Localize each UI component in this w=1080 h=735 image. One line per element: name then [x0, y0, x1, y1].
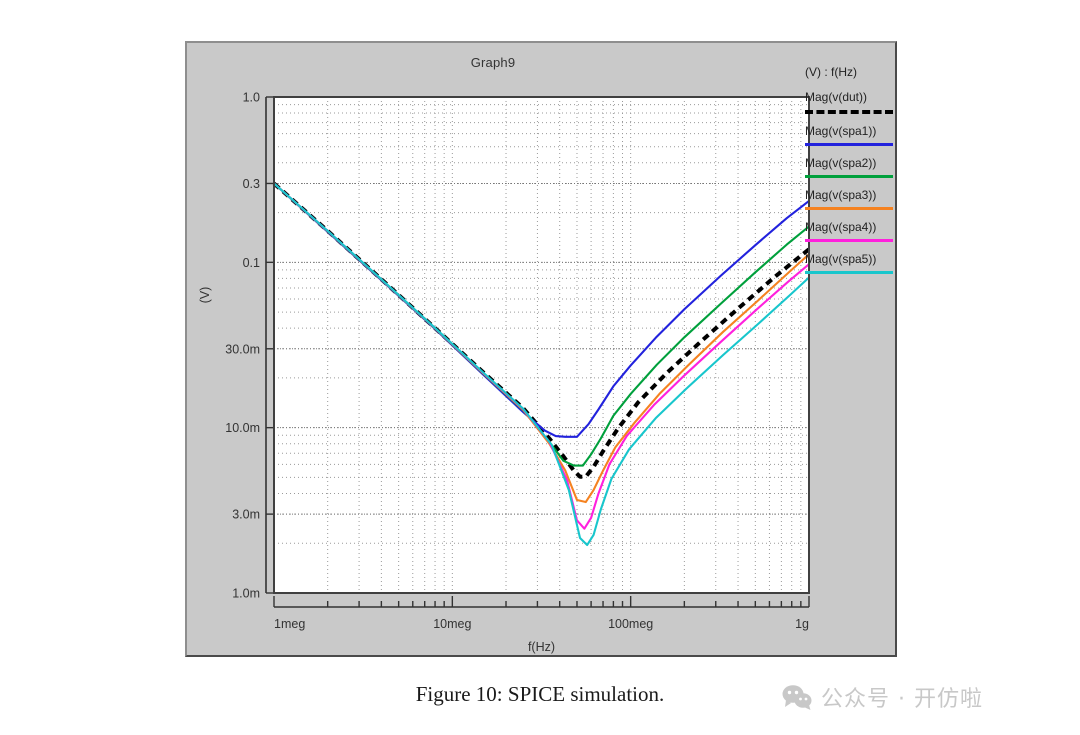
series-line-mag-v-dut-	[272, 181, 811, 479]
legend-label-spa5: Mag(v(spa5))	[805, 252, 877, 266]
legend-entry-spa1[interactable]: Mag(v(spa1))	[805, 124, 897, 146]
x-axis: 1meg 10meg 100meg 1g f(Hz)	[273, 596, 810, 654]
plot-area-background	[274, 97, 809, 593]
legend-swatch-spa3	[805, 207, 893, 210]
y-tick-label: 0.3	[243, 177, 260, 191]
legend-entry-dut[interactable]: Mag(v(dut))	[805, 90, 897, 114]
y-axis-label: (V)	[198, 287, 212, 304]
legend-swatch-spa5	[805, 271, 893, 274]
legend-swatch-spa1	[805, 143, 893, 146]
watermark-text: 公众号 · 开仿啦	[821, 687, 983, 712]
spice-plot-window: Graph9 1meg 10meg 100meg 1g f(Hz) 1.0 0.3 0.1 30…	[185, 41, 897, 657]
series-group	[272, 181, 811, 547]
y-tick-label: 10.0m	[225, 421, 260, 435]
wechat-icon	[782, 685, 812, 710]
x-tick-label: 1meg	[274, 617, 305, 631]
legend-label-spa1: Mag(v(spa1))	[805, 124, 877, 138]
y-tick-label: 3.0m	[232, 508, 260, 522]
legend-swatch-spa2	[805, 175, 893, 178]
plot-frame	[273, 96, 810, 594]
legend-label-dut: Mag(v(dut))	[805, 90, 868, 104]
chart-legend: (V) : f(Hz) Mag(v(dut)) Mag(v(spa1)) Mag…	[805, 65, 897, 284]
legend-header: (V) : f(Hz)	[805, 65, 857, 79]
series-line-mag-v-spa5-	[273, 182, 810, 547]
legend-entry-spa3[interactable]: Mag(v(spa3))	[805, 188, 897, 210]
chart-canvas: 1meg 10meg 100meg 1g f(Hz) 1.0 0.3 0.1 30.0m 10.0…	[198, 91, 811, 654]
y-tick-label: 1.0	[243, 91, 260, 105]
legend-swatch-spa4	[805, 239, 893, 242]
y-tick-label: 30.0m	[225, 342, 260, 356]
legend-label-spa4: Mag(v(spa4))	[805, 220, 877, 234]
y-axis: 1.0 0.3 0.1 30.0m 10.0m 3.0m 1.0m (V)	[198, 91, 273, 601]
x-tick-label: 100meg	[608, 617, 653, 631]
legend-entry-spa4[interactable]: Mag(v(spa4))	[805, 220, 897, 242]
graph-title: Graph9	[470, 55, 516, 70]
x-axis-label: f(Hz)	[528, 640, 555, 654]
x-tick-label: 1g	[795, 617, 809, 631]
wechat-watermark: 公众号 · 开仿啦	[782, 681, 983, 713]
y-tick-label: 1.0m	[232, 587, 260, 601]
x-tick-label: 10meg	[433, 617, 471, 631]
legend-entry-spa5[interactable]: Mag(v(spa5))	[805, 252, 897, 274]
legend-entry-spa2[interactable]: Mag(v(spa2))	[805, 156, 897, 178]
figure-caption: Figure 10: SPICE simulation.	[415, 682, 665, 706]
legend-label-spa3: Mag(v(spa3))	[805, 188, 877, 202]
legend-swatch-dut	[805, 110, 893, 114]
y-tick-label: 0.1	[243, 256, 260, 270]
legend-label-spa2: Mag(v(spa2))	[805, 156, 877, 170]
